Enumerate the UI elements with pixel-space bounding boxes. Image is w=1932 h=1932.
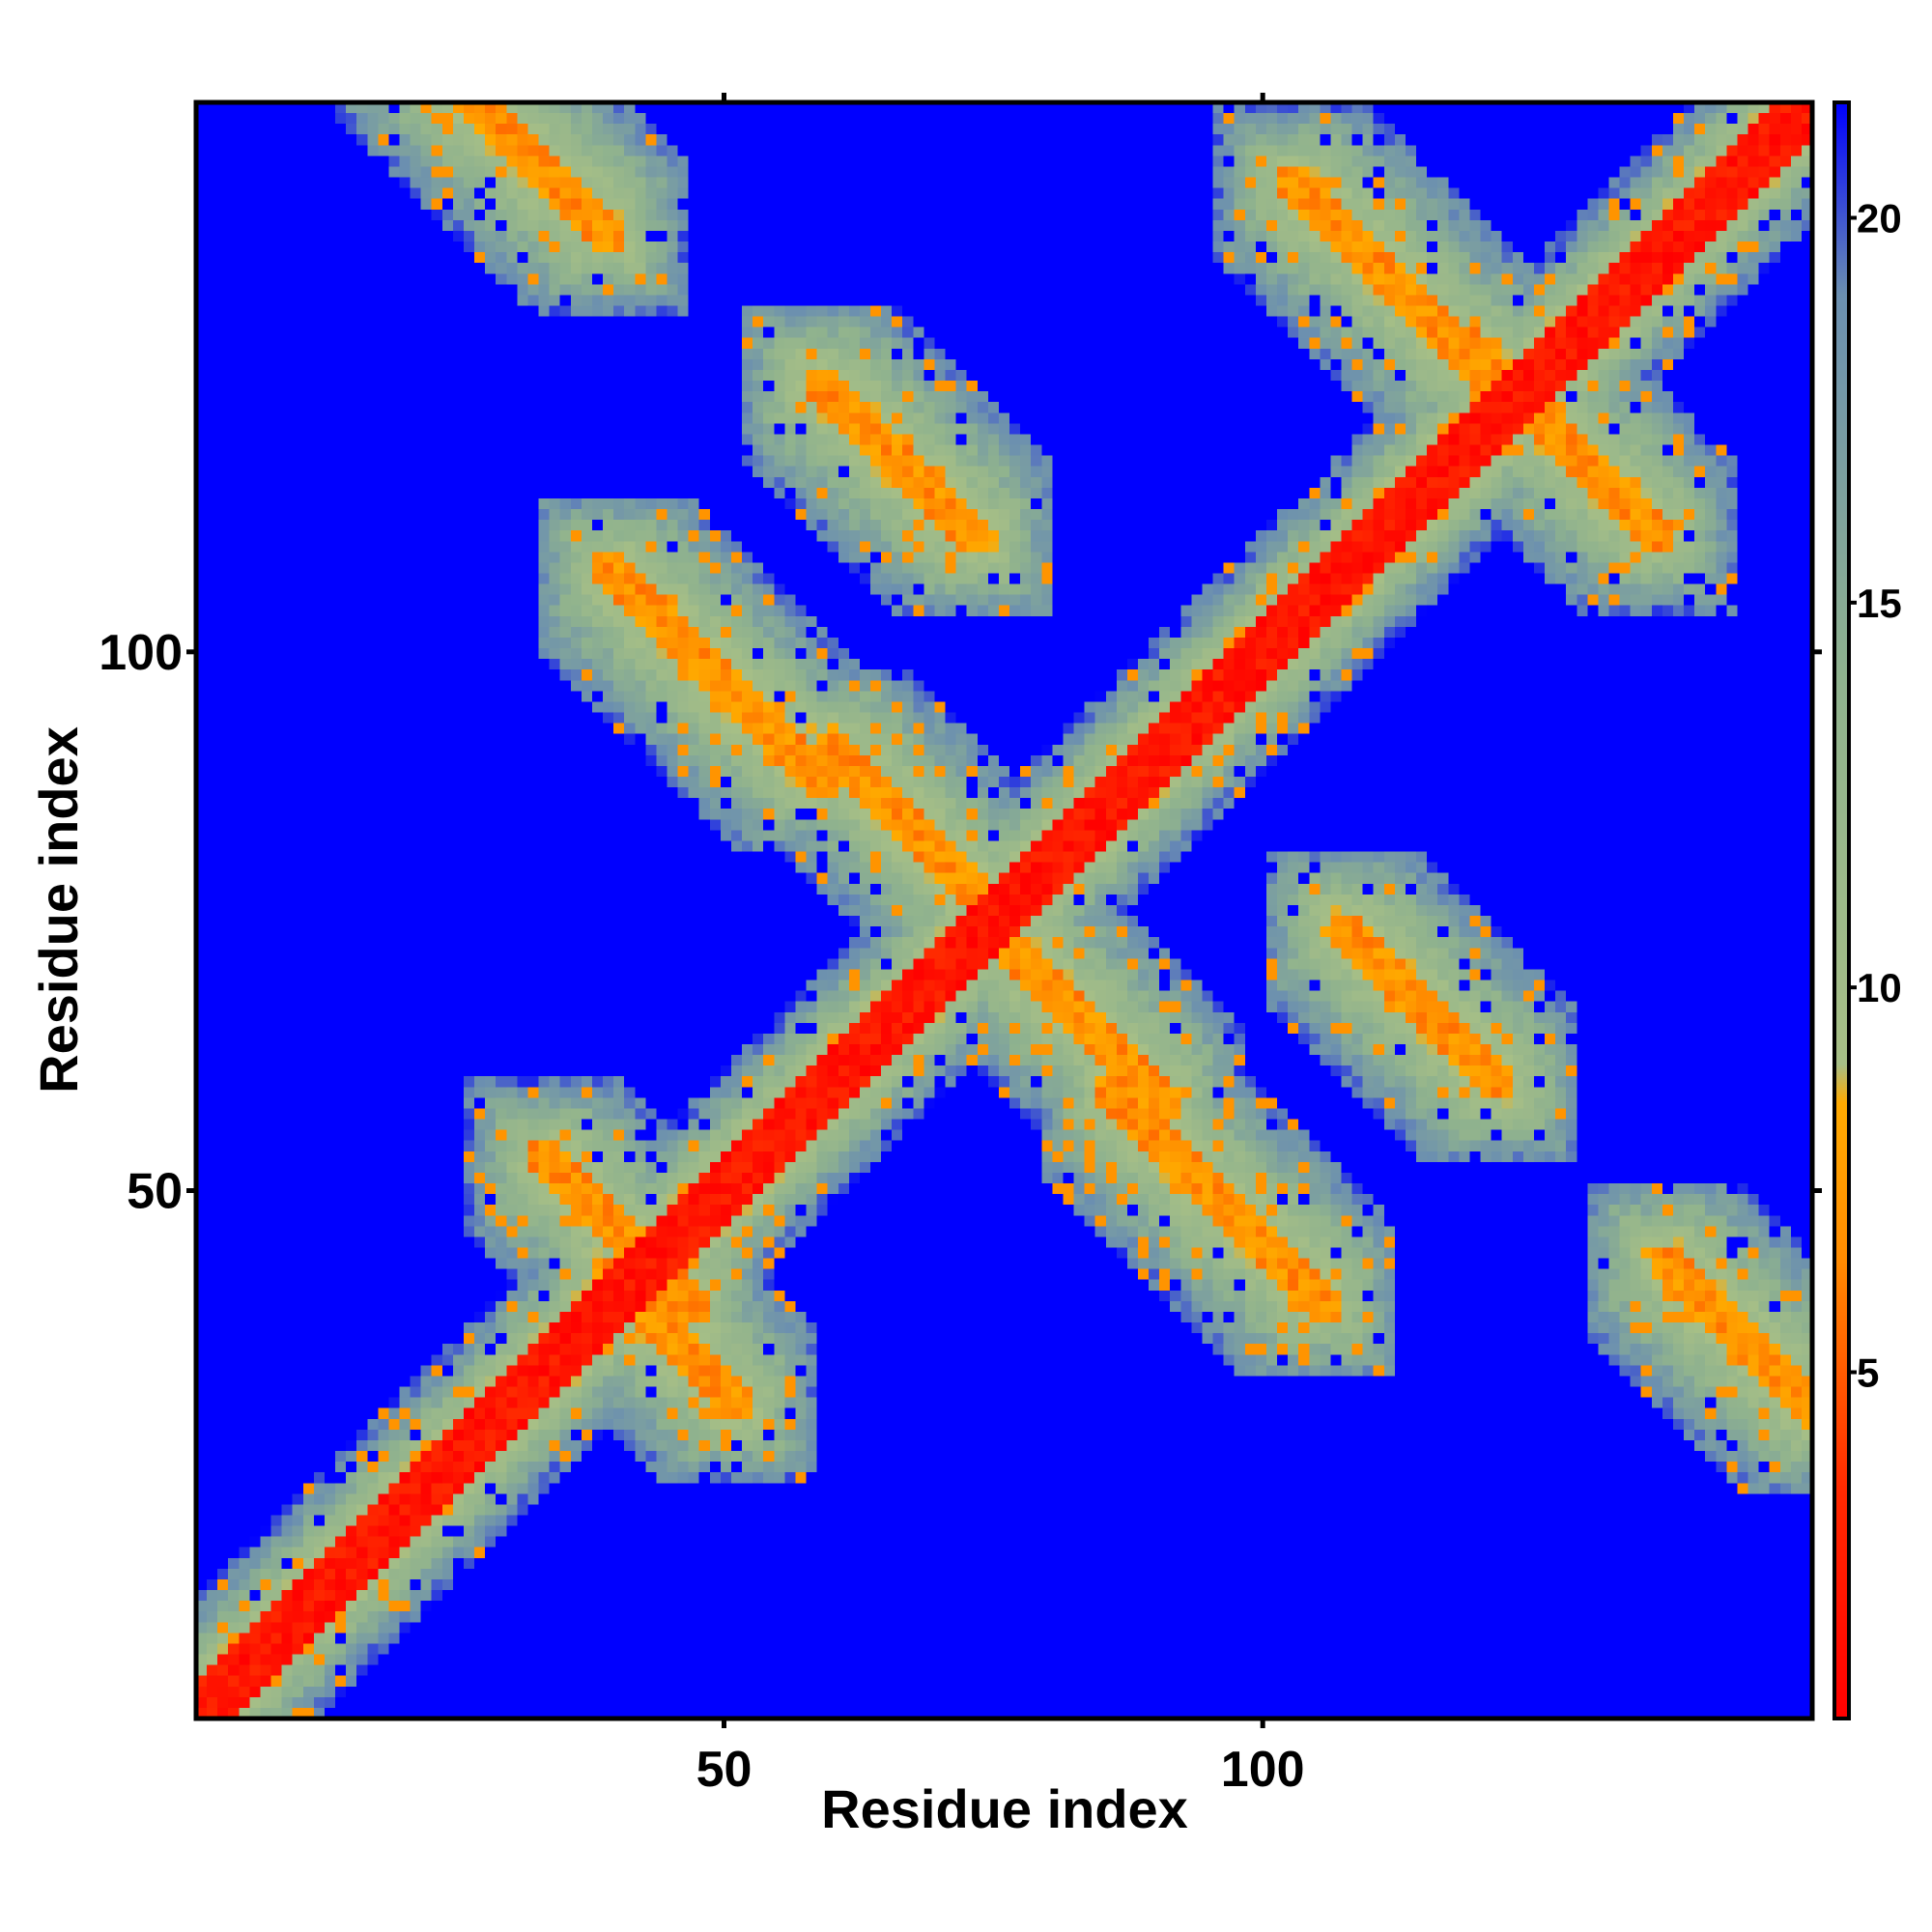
y-axis-title: Residue index — [28, 726, 89, 1094]
plot-frame — [193, 99, 1815, 1721]
colorbar-tick-label: 15 — [1857, 581, 1902, 626]
y-tick-label: 100 — [99, 625, 183, 681]
colorbar-tick-label: 5 — [1857, 1350, 1879, 1396]
y-tick-label: 50 — [127, 1163, 183, 1219]
heatmap-cells — [196, 102, 1812, 1719]
x-axis-title: Residue index — [821, 1778, 1188, 1839]
x-tick-label: 100 — [1221, 1742, 1305, 1798]
colorbar: 5 10 15 20 — [1833, 100, 1902, 1720]
colorbar-tick-label: 10 — [1857, 965, 1902, 1010]
colorbar-gradient — [1833, 100, 1851, 1720]
colorbar-ticks: 5 10 15 20 — [1849, 196, 1902, 1396]
heatmap — [196, 102, 1812, 1719]
x-tick-label: 50 — [696, 1742, 753, 1798]
colorbar-tick-label: 20 — [1857, 196, 1902, 242]
